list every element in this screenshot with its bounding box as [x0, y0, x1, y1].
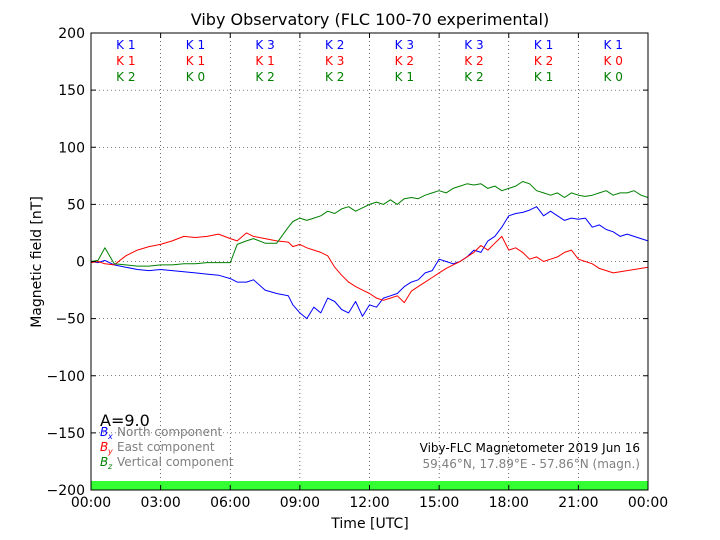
k-index-value: K 1 — [116, 38, 135, 52]
k-index-value: K 1 — [255, 54, 274, 68]
k-index-value: K 1 — [534, 38, 553, 52]
legend-subscript: z — [107, 462, 113, 471]
series-line-x — [90, 206, 649, 320]
y-tick-label: 50 — [67, 197, 85, 213]
k-index-value: K 3 — [325, 54, 344, 68]
k-index-value: K 0 — [604, 70, 623, 84]
x-tick-label: 00:00 — [71, 495, 111, 511]
k-index-value: K 2 — [325, 38, 344, 52]
k-index-value: K 2 — [255, 70, 274, 84]
k-index-value: K 1 — [395, 70, 414, 84]
y-tick-label: 150 — [58, 83, 85, 99]
x-tick-label: 06:00 — [210, 495, 250, 511]
y-tick-label: 100 — [58, 140, 85, 156]
y-tick-label: −50 — [55, 312, 85, 328]
k-index-value: K 1 — [534, 70, 553, 84]
y-tick-label: 0 — [76, 255, 85, 271]
x-tick-label: 18:00 — [489, 495, 529, 511]
series-line-z — [90, 181, 649, 267]
x-tick-label: 09:00 — [280, 495, 320, 511]
y-axis-label: Magnetic field [nT] — [29, 196, 45, 328]
k-index-value: K 1 — [604, 38, 623, 52]
y-tick-label: −200 — [47, 483, 85, 499]
legend-entry: North component — [117, 425, 223, 439]
legend-symbol: B — [100, 425, 108, 439]
legend-symbol: B — [100, 440, 108, 454]
k-index-value: K 3 — [464, 38, 483, 52]
k-index-value: K 0 — [186, 70, 205, 84]
k-index-value: K 2 — [534, 54, 553, 68]
k-index-value: K 1 — [186, 54, 205, 68]
x-axis-label: Time [UTC] — [330, 516, 408, 532]
y-tick-label: −150 — [47, 426, 85, 442]
info-line-2: 59.46°N, 17.89°E - 57.86°N (magn.) — [423, 457, 640, 471]
k-index-value: K 1 — [116, 54, 135, 68]
legend-subscript: y — [107, 447, 113, 456]
series-lines — [90, 181, 649, 320]
legend-symbol: B — [100, 455, 108, 469]
k-index-value: K 2 — [116, 70, 135, 84]
k-index-value: K 2 — [464, 70, 483, 84]
k-index-value: K 0 — [604, 54, 623, 68]
legend-entry: Vertical component — [117, 455, 234, 469]
y-tick-label: −100 — [47, 369, 85, 385]
k-index-value: K 2 — [464, 54, 483, 68]
legend-entry: East component — [117, 440, 215, 454]
k-index-table: K 1 K 1 K 3 K 2 K 3 K 3 K 1 K 1 K 1 K 1 K 1 K 3 K 2 K… — [116, 38, 623, 84]
x-tick-label: 12:00 — [349, 495, 389, 511]
x-tick-label: 00:00 — [628, 495, 668, 511]
k-index-value: K 2 — [325, 70, 344, 84]
series-line-y — [90, 232, 649, 304]
axis-ticks: 00:00 03:00 06:00 09:00 12:00 15:00 18:00 21:00… — [47, 26, 669, 511]
legend-subscript: x — [107, 432, 113, 441]
x-tick-label: 21:00 — [558, 495, 598, 511]
k-index-value: K 3 — [395, 38, 414, 52]
k-index-value: K 2 — [395, 54, 414, 68]
y-tick-label: 200 — [58, 26, 85, 42]
k-index-value: K 3 — [255, 38, 274, 52]
a-index-label: A=9.0 — [100, 411, 150, 430]
info-line-1: Viby-FLC Magnetometer 2019 Jun 16 — [420, 441, 640, 455]
chart-title: Viby Observatory (FLC 100-70 experimenta… — [191, 10, 550, 29]
x-tick-label: 15:00 — [419, 495, 459, 511]
k-index-value: K 1 — [186, 38, 205, 52]
x-tick-label: 03:00 — [140, 495, 180, 511]
